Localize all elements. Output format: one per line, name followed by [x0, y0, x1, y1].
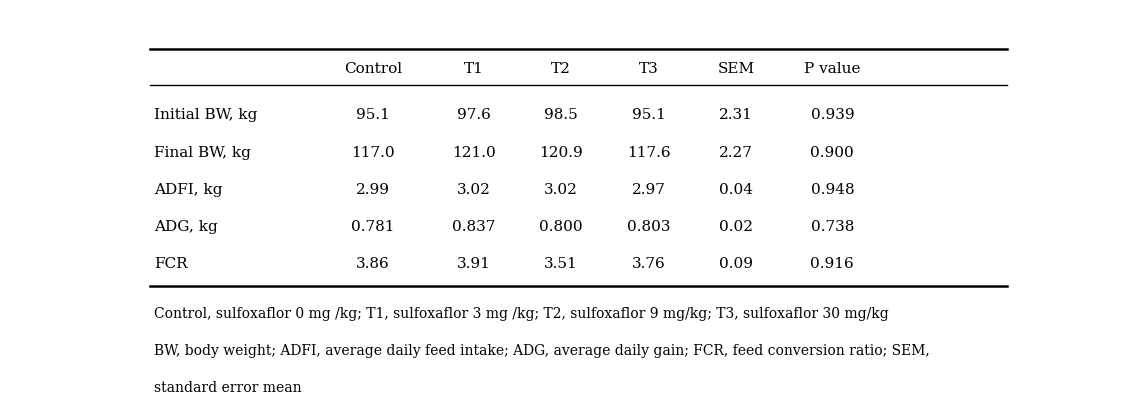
Text: 120.9: 120.9	[540, 146, 583, 160]
Text: T3: T3	[639, 62, 658, 75]
Text: standard error mean: standard error mean	[155, 381, 301, 395]
Text: 0.738: 0.738	[811, 220, 854, 234]
Text: FCR: FCR	[155, 257, 187, 271]
Text: 0.948: 0.948	[811, 183, 855, 197]
Text: T1: T1	[464, 62, 483, 75]
Text: 0.803: 0.803	[627, 220, 671, 234]
Text: 95.1: 95.1	[356, 109, 390, 122]
Text: 3.02: 3.02	[544, 183, 578, 197]
Text: 2.27: 2.27	[719, 146, 753, 160]
Text: 97.6: 97.6	[456, 109, 491, 122]
Text: BW, body weight; ADFI, average daily feed intake; ADG, average daily gain; FCR, : BW, body weight; ADFI, average daily fee…	[155, 344, 930, 358]
Text: 3.86: 3.86	[356, 257, 390, 271]
Text: SEM: SEM	[718, 62, 754, 75]
Text: P value: P value	[804, 62, 860, 75]
Text: 2.31: 2.31	[719, 109, 753, 122]
Text: 0.900: 0.900	[811, 146, 855, 160]
Text: 0.04: 0.04	[719, 183, 753, 197]
Text: 98.5: 98.5	[544, 109, 578, 122]
Text: 0.837: 0.837	[452, 220, 496, 234]
Text: 3.76: 3.76	[632, 257, 665, 271]
Text: 0.02: 0.02	[719, 220, 753, 234]
Text: 0.09: 0.09	[719, 257, 753, 271]
Text: 0.781: 0.781	[351, 220, 395, 234]
Text: ADFI, kg: ADFI, kg	[155, 183, 222, 197]
Text: 0.916: 0.916	[811, 257, 855, 271]
Text: 117.6: 117.6	[627, 146, 671, 160]
Text: T2: T2	[551, 62, 571, 75]
Text: 2.97: 2.97	[631, 183, 666, 197]
Text: Control, sulfoxaflor 0 mg /kg; T1, sulfoxaflor 3 mg /kg; T2, sulfoxaflor 9 mg/kg: Control, sulfoxaflor 0 mg /kg; T1, sulfo…	[155, 306, 889, 321]
Text: 3.02: 3.02	[456, 183, 491, 197]
Text: Initial BW, kg: Initial BW, kg	[155, 109, 257, 122]
Text: 3.51: 3.51	[544, 257, 578, 271]
Text: 117.0: 117.0	[351, 146, 395, 160]
Text: 0.939: 0.939	[811, 109, 855, 122]
Text: 3.91: 3.91	[456, 257, 491, 271]
Text: ADG, kg: ADG, kg	[155, 220, 218, 234]
Text: 0.800: 0.800	[540, 220, 583, 234]
Text: 2.99: 2.99	[356, 183, 390, 197]
Text: 95.1: 95.1	[631, 109, 666, 122]
Text: Final BW, kg: Final BW, kg	[155, 146, 251, 160]
Text: 121.0: 121.0	[452, 146, 496, 160]
Text: Control: Control	[344, 62, 402, 75]
